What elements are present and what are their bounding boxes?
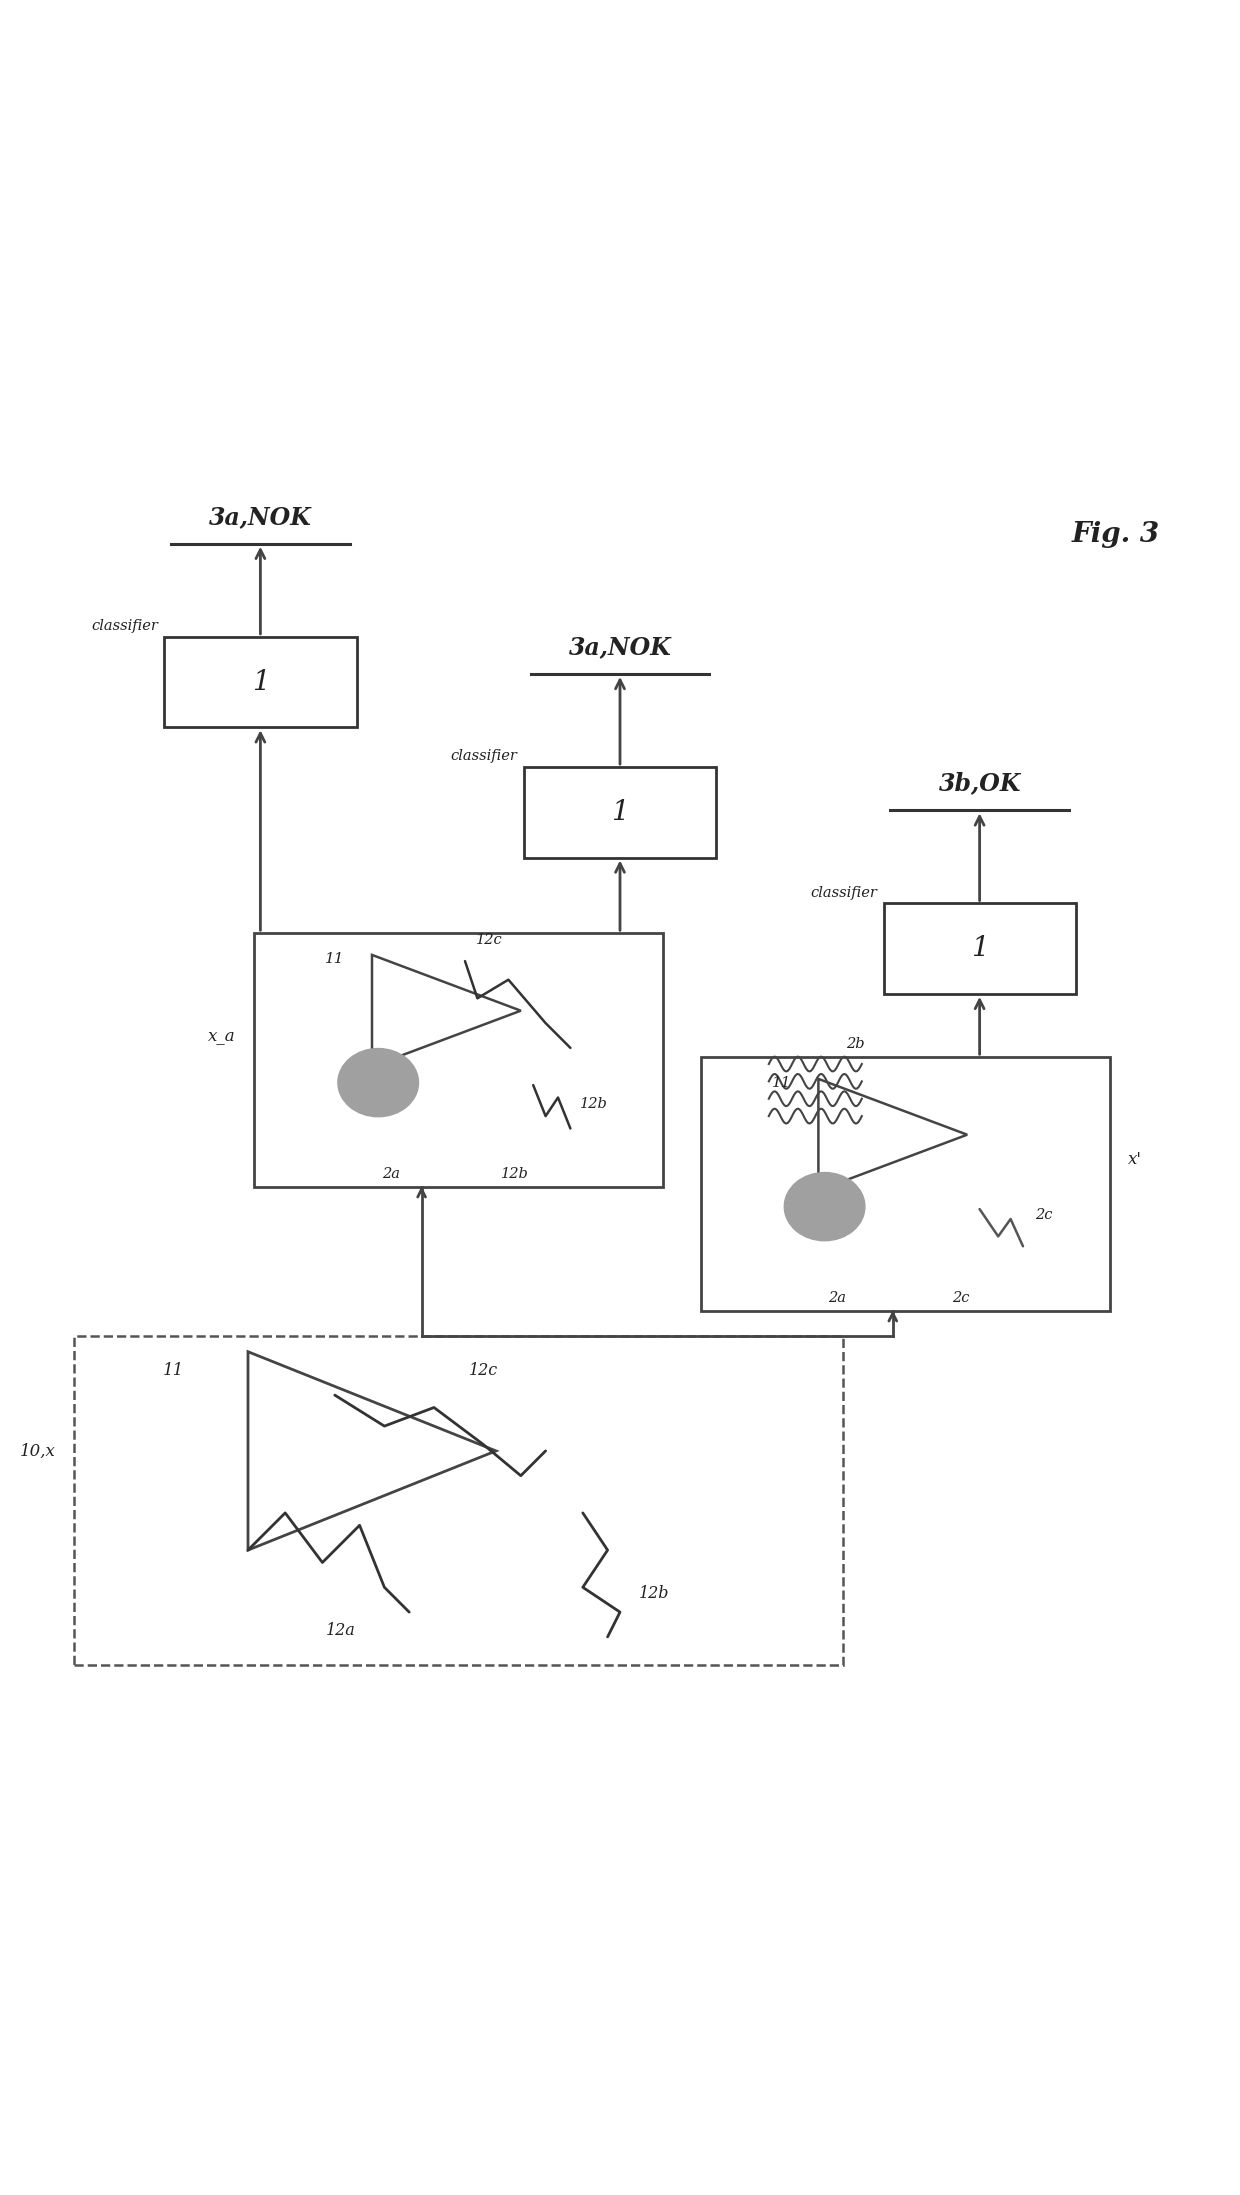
- Text: 11: 11: [325, 953, 345, 966]
- Text: 12b: 12b: [580, 1098, 608, 1111]
- Text: 12b: 12b: [639, 1585, 670, 1602]
- Text: classifier: classifier: [92, 619, 159, 632]
- Text: 1: 1: [971, 935, 988, 961]
- Text: 2c: 2c: [952, 1291, 970, 1306]
- Text: 3a,NOK: 3a,NOK: [569, 634, 671, 658]
- Text: x_a: x_a: [208, 1027, 236, 1045]
- Text: 2c: 2c: [1035, 1207, 1053, 1223]
- Text: 2a: 2a: [828, 1291, 846, 1306]
- Text: 11: 11: [162, 1361, 185, 1378]
- Text: 1: 1: [252, 669, 269, 696]
- FancyBboxPatch shape: [164, 637, 357, 727]
- Text: 12a: 12a: [326, 1622, 356, 1640]
- Text: 12c: 12c: [476, 933, 503, 946]
- Ellipse shape: [337, 1049, 419, 1117]
- Text: classifier: classifier: [811, 887, 878, 900]
- Text: 3a,NOK: 3a,NOK: [210, 505, 311, 529]
- Text: classifier: classifier: [451, 748, 517, 764]
- FancyBboxPatch shape: [523, 766, 717, 858]
- FancyBboxPatch shape: [883, 904, 1076, 994]
- Text: Fig. 3: Fig. 3: [1071, 520, 1161, 549]
- Ellipse shape: [785, 1172, 866, 1240]
- Text: 3b,OK: 3b,OK: [939, 773, 1021, 795]
- Text: 10,x: 10,x: [20, 1442, 56, 1460]
- FancyBboxPatch shape: [701, 1058, 1110, 1310]
- FancyBboxPatch shape: [74, 1337, 843, 1664]
- Text: 12b: 12b: [501, 1168, 528, 1181]
- Text: 1: 1: [611, 799, 629, 825]
- Text: 12c: 12c: [469, 1361, 498, 1378]
- Text: 2b: 2b: [846, 1038, 866, 1051]
- FancyBboxPatch shape: [254, 933, 663, 1187]
- Text: 11: 11: [771, 1076, 791, 1089]
- Text: x': x': [1128, 1150, 1142, 1168]
- Text: 2a: 2a: [382, 1168, 399, 1181]
